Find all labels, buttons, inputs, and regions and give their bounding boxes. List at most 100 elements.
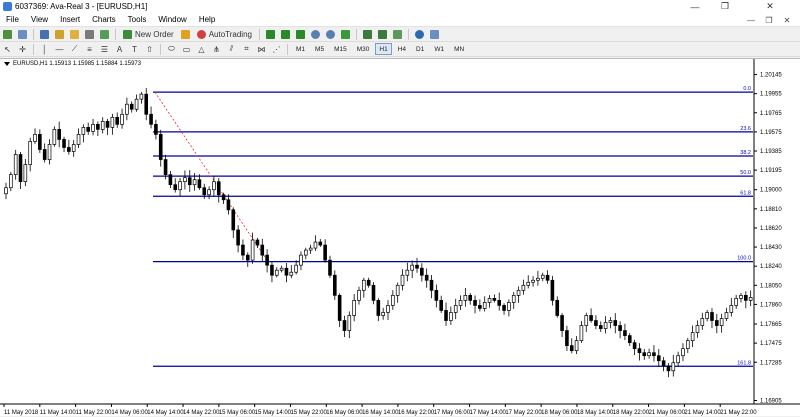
chart-restore-button[interactable]: ❐ — [765, 15, 773, 25]
minimize-button[interactable]: — — [690, 1, 700, 12]
price-label: 1.17665 — [760, 322, 782, 328]
regression-tool[interactable]: ⫽ — [225, 43, 238, 56]
bar-chart-button[interactable] — [264, 28, 277, 41]
timeframe-mn[interactable]: MN — [454, 45, 465, 53]
data-window-button[interactable] — [53, 28, 66, 41]
candle-body — [207, 189, 211, 196]
timeframe-h1[interactable]: H1 — [375, 43, 392, 55]
autotrading-button[interactable]: AutoTrading — [194, 28, 255, 41]
zoom-out-button[interactable] — [324, 28, 337, 41]
vertical-line-icon: │ — [42, 44, 47, 54]
text-tool[interactable]: A — [113, 43, 126, 56]
andrews-tool[interactable]: ⋈ — [255, 43, 268, 56]
candle-body — [511, 295, 516, 303]
menu-file[interactable]: File — [6, 15, 19, 24]
maximize-button[interactable]: ❐ — [720, 1, 730, 11]
candle-body — [284, 267, 289, 276]
candle-body — [671, 362, 676, 372]
candle-body — [473, 300, 477, 306]
candle-body — [482, 302, 487, 309]
candle-body — [395, 284, 400, 296]
fib-level-label: 161.8 — [737, 360, 751, 366]
profiles-button[interactable] — [16, 28, 29, 41]
candle-body — [38, 134, 42, 150]
timeframe-m1[interactable]: M1 — [296, 45, 306, 53]
market-watch-button[interactable] — [38, 28, 51, 41]
menu-tools[interactable]: Tools — [127, 15, 147, 24]
timeframe-h4[interactable]: H4 — [397, 45, 406, 53]
timeframe-w1[interactable]: W1 — [434, 45, 445, 53]
candle-body — [623, 330, 627, 336]
navigator-icon — [70, 29, 79, 39]
fibonacci-tool[interactable]: ☰ — [98, 43, 111, 56]
candle-body — [23, 164, 28, 183]
metaeditor-button[interactable] — [179, 28, 192, 41]
title-bar: 6037369: Ava-Real 3 - [EURUSD,H1] — ❐ ✕ — [0, 0, 800, 13]
new-order-button[interactable]: New Order — [120, 28, 177, 41]
arrows-tool[interactable]: ⇧ — [143, 43, 156, 56]
label-tool[interactable]: T — [128, 43, 141, 56]
price-chart[interactable]: 1.20145 1.19955 1.19765 1.19575 1.19385 1.191… — [0, 59, 800, 417]
triangle-tool[interactable]: △ — [195, 43, 208, 56]
candle-body — [424, 274, 429, 281]
price-label: 1.18240 — [760, 264, 782, 270]
candle-body — [216, 181, 221, 196]
candlestick-button[interactable] — [279, 28, 292, 41]
candle-body — [362, 279, 366, 291]
new-chart-button[interactable] — [1, 28, 14, 41]
menu-help[interactable]: Help — [198, 15, 216, 24]
gann-tool[interactable]: ⌗ — [240, 43, 253, 56]
toolbar-separator — [355, 28, 357, 40]
cursor-tool[interactable]: ↖ — [1, 43, 14, 56]
horizontal-line-tool[interactable]: — — [53, 43, 66, 56]
chart-minimize-button[interactable]: — — [747, 15, 755, 25]
pitchfork-tool[interactable]: ⋔ — [210, 43, 223, 56]
time-label: 17 May 22:00 — [505, 410, 542, 416]
line-chart-button[interactable] — [294, 28, 307, 41]
time-label: 11 May 22:00 — [76, 410, 113, 416]
indicators-button[interactable] — [391, 28, 404, 41]
templates-button[interactable] — [428, 28, 441, 41]
menu-insert[interactable]: Insert — [60, 15, 81, 24]
menu-view[interactable]: View — [30, 15, 49, 24]
chart-close-button[interactable]: ✕ — [783, 15, 791, 25]
candle-body — [748, 297, 753, 301]
timeframe-m30[interactable]: M30 — [356, 45, 370, 53]
periods-button[interactable] — [413, 28, 426, 41]
timeframe-d1[interactable]: D1 — [416, 45, 425, 53]
new-order-icon — [123, 29, 132, 39]
timeframe-m15[interactable]: M15 — [334, 45, 347, 53]
fan-tool[interactable]: ⋰ — [270, 43, 283, 56]
candle-body — [420, 267, 424, 276]
vertical-line-tool[interactable]: │ — [38, 43, 51, 56]
trendline-tool[interactable]: ⟋ — [68, 43, 81, 56]
candle-body — [149, 113, 153, 125]
rectangle-tool[interactable]: ▭ — [180, 43, 193, 56]
channel-tool[interactable]: ≡ — [83, 43, 96, 56]
candle-body — [676, 355, 680, 364]
time-label: 21 May 14:00 — [684, 410, 721, 416]
strategy-tester-button[interactable] — [98, 28, 111, 41]
timeframe-m5[interactable]: M5 — [315, 45, 325, 53]
close-button[interactable]: ✕ — [766, 1, 774, 11]
menu-charts[interactable]: Charts — [92, 15, 116, 24]
standard-toolbar: New Order AutoTrading — [0, 27, 800, 42]
candle-body — [642, 352, 647, 357]
symbol-info: EURUSD,H1 1.15913 1.15985 1.15884 1.1597… — [4, 61, 141, 67]
crosshair-tool[interactable]: ✛ — [16, 43, 29, 56]
candle-body — [342, 320, 347, 331]
candle-body — [352, 300, 356, 316]
menu-window[interactable]: Window — [158, 15, 187, 24]
tile-windows-button[interactable] — [339, 28, 352, 41]
terminal-button[interactable] — [83, 28, 96, 41]
chart-window[interactable]: 1.20145 1.19955 1.19765 1.19575 1.19385 1.191… — [0, 58, 800, 416]
navigator-button[interactable] — [68, 28, 81, 41]
candle-body — [105, 120, 110, 128]
chart-shift-button[interactable] — [361, 28, 374, 41]
candle-body — [724, 312, 729, 319]
auto-scroll-button[interactable] — [376, 28, 389, 41]
ellipse-tool[interactable]: ⬭ — [165, 43, 178, 56]
zoom-in-button[interactable] — [309, 28, 322, 41]
price-label: 1.18810 — [760, 207, 782, 213]
candle-body — [531, 279, 535, 283]
